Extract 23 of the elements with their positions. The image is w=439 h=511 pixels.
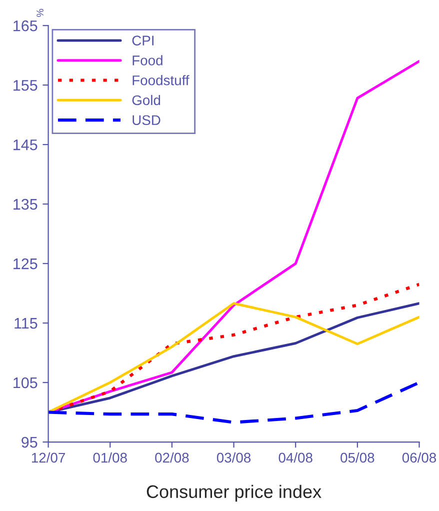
legend-label: Gold bbox=[132, 94, 160, 106]
legend-label: Food bbox=[132, 55, 162, 66]
x-tick-label: 03/08 bbox=[216, 452, 251, 463]
x-tick-label: 12/07 bbox=[32, 452, 65, 463]
x-tick-label: 05/08 bbox=[340, 452, 374, 463]
y-tick-label: 105 bbox=[14, 377, 38, 388]
y-tick-label: 135 bbox=[14, 198, 38, 210]
y-tick-label: 155 bbox=[14, 80, 38, 91]
y-tick-label: 95 bbox=[22, 436, 38, 448]
x-tick-label: 06/08 bbox=[402, 452, 436, 463]
x-tick-label: 01/08 bbox=[93, 452, 127, 463]
x-axis-title: Consumer price index bbox=[146, 484, 322, 502]
y-tick-label: 125 bbox=[14, 258, 38, 270]
y-tick-label: 115 bbox=[14, 318, 38, 329]
legend-label: CPI bbox=[132, 36, 154, 46]
legend-label: Foodstuff bbox=[132, 75, 190, 86]
y-tick-label: 165 bbox=[14, 20, 38, 32]
line-series bbox=[48, 380, 420, 424]
y-axis-title: % bbox=[36, 8, 44, 17]
x-tick-label: 04/08 bbox=[278, 452, 312, 463]
y-tick-label: 145 bbox=[14, 140, 38, 150]
legend-label: USD bbox=[132, 115, 160, 126]
x-tick-label: 02/08 bbox=[155, 452, 189, 463]
